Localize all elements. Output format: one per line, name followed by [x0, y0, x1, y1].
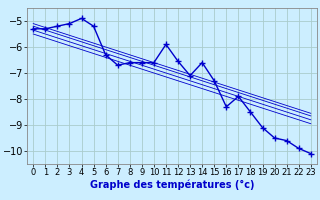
- X-axis label: Graphe des températures (°c): Graphe des températures (°c): [90, 180, 254, 190]
